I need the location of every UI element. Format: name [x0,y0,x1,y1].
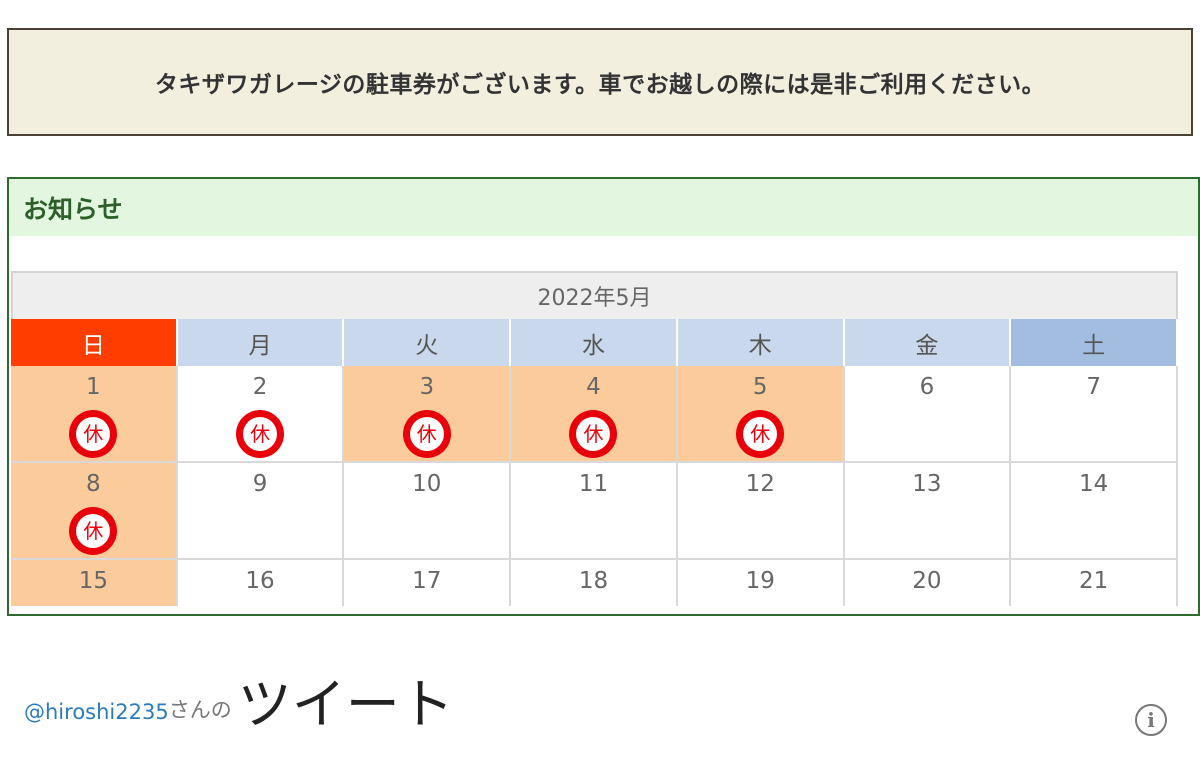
weekday-header: 日 [11,319,178,366]
closed-day-icon: 休 [402,410,451,458]
calendar-day: 21 [1011,560,1178,606]
day-number: 20 [912,568,942,594]
calendar-day: 13 [844,463,1012,560]
day-number: 3 [419,374,435,400]
calendar: 2022年5月 日月火水木金土 1 休 2 休 3 休 4 休 5 休 6 7 8 休 9 10 11 12 13 14… [11,271,1178,606]
calendar-day: 9 [177,463,345,560]
parking-notice-banner: タキザワガレージの駐車券がございます。車でお越しの際には是非ご利用ください。 [7,28,1193,136]
closed-day-icon: 休 [236,410,285,458]
closed-day-label: 休 [76,417,111,451]
calendar-day: 20 [844,560,1012,606]
calendar-day: 19 [677,560,845,606]
day-number: 21 [1078,568,1109,594]
day-number: 13 [912,471,942,497]
news-section: お知らせ 2022年5月 日月火水木金土 1 休 2 休 3 休 4 休 5 休 6 7 8 休 9 10 11 1… [7,177,1200,616]
day-number: 6 [919,374,935,400]
news-heading: お知らせ [23,194,123,224]
day-number: 9 [252,471,268,497]
calendar-day: 16 [177,560,345,606]
day-number: 7 [1086,374,1101,400]
closed-day-icon: 休 [69,410,118,458]
calendar-day: 18 [511,560,678,606]
calendar-day: 15 [11,560,178,606]
day-number: 2 [252,374,268,400]
calendar-day: 10 [344,463,512,560]
day-number: 5 [752,374,768,400]
closed-day-label: 休 [76,514,111,548]
day-number: 10 [412,471,442,497]
weekday-header: 木 [677,319,845,366]
day-number: 11 [578,471,609,497]
info-icon[interactable]: i [1135,704,1167,736]
calendar-title: 2022年5月 [11,271,1178,319]
tweet-title: ツイート [237,673,454,736]
day-number: 19 [745,568,775,594]
calendar-day: 6 [844,366,1012,463]
parking-notice-text: タキザワガレージの駐車券がございます。車でお越しの際には是非ご利用ください。 [154,71,1046,98]
weekday-header: 火 [344,319,512,366]
weekday-header: 土 [1011,319,1178,366]
day-number: 18 [578,568,609,594]
closed-day-label: 休 [409,417,444,451]
day-number: 16 [245,568,275,594]
day-number: 12 [745,471,775,497]
day-number: 4 [586,374,601,400]
closed-day-label: 休 [743,417,778,451]
day-number: 1 [86,374,101,400]
day-number: 14 [1078,471,1109,497]
day-number: 15 [78,568,108,594]
weekday-header: 金 [844,319,1012,366]
calendar-day: 11 [511,463,678,560]
weekday-header: 月 [177,319,345,366]
day-number: 17 [412,568,442,594]
day-number: 8 [86,471,101,497]
closed-day-label: 休 [576,417,611,451]
news-header: お知らせ [9,179,1198,236]
closed-day-label: 休 [243,417,278,451]
closed-day-icon: 休 [569,410,618,458]
calendar-day: 12 [677,463,845,560]
calendar-day: 14 [1011,463,1178,560]
tweet-user-link[interactable]: @hiroshi2235 [24,700,169,724]
calendar-day: 17 [344,560,512,606]
tweet-header: @hiroshi2235 さんの ツイート [24,678,454,732]
closed-day-icon: 休 [69,507,118,555]
closed-day-icon: 休 [736,410,785,458]
calendar-grid: 日月火水木金土 1 休 2 休 3 休 4 休 5 休 6 7 8 休 9 10 11 12 13 14 15 16 17 18… [11,319,1178,606]
tweet-user-suffix: さんの [168,698,232,722]
weekday-header: 水 [511,319,678,366]
calendar-day: 7 [1011,366,1178,463]
